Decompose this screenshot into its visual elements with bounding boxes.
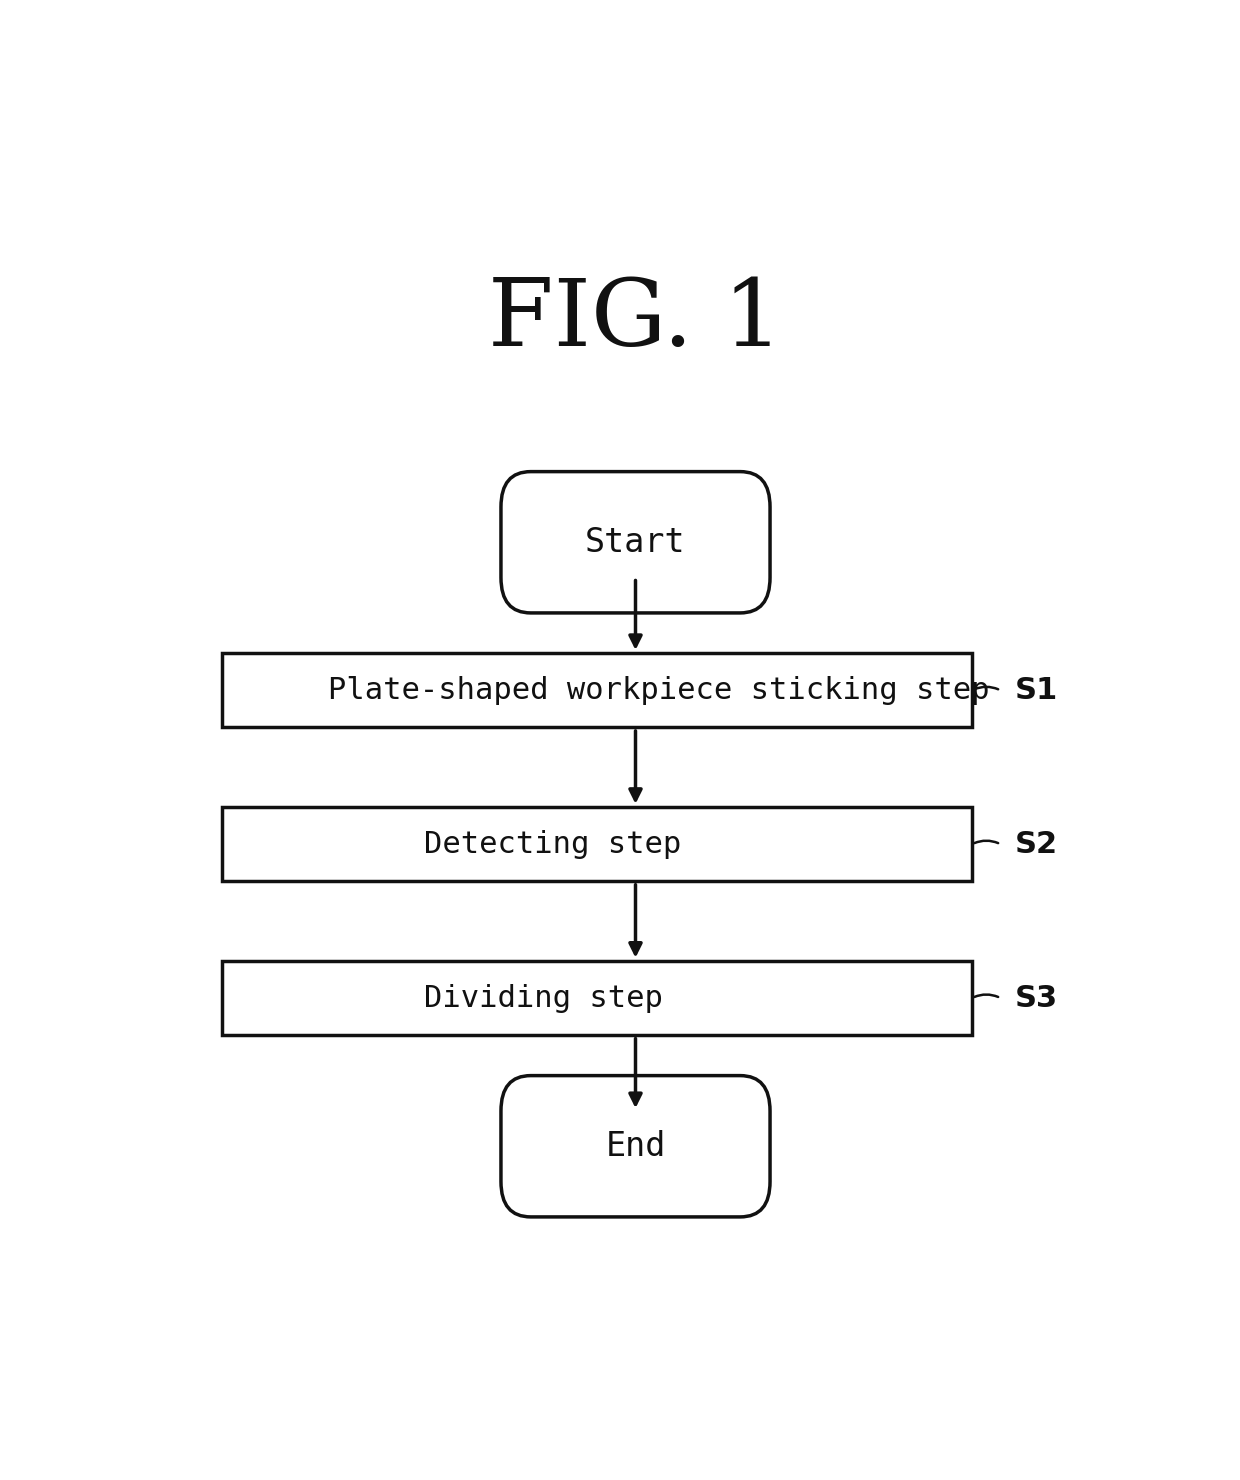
Text: End: End [605,1129,666,1163]
Text: Dividing step: Dividing step [424,984,663,1012]
Text: Detecting step: Detecting step [424,830,681,858]
Text: FIG. 1: FIG. 1 [489,275,782,366]
Text: S3: S3 [1016,984,1058,1012]
Text: S1: S1 [1016,676,1059,704]
Text: S2: S2 [1016,830,1058,858]
Text: Plate-shaped workpiece sticking step: Plate-shaped workpiece sticking step [327,676,990,704]
Bar [222,961,972,1035]
FancyBboxPatch shape [501,472,770,613]
Text: Start: Start [585,525,686,559]
FancyBboxPatch shape [501,1076,770,1217]
Bar [222,807,972,881]
Bar [222,653,972,728]
